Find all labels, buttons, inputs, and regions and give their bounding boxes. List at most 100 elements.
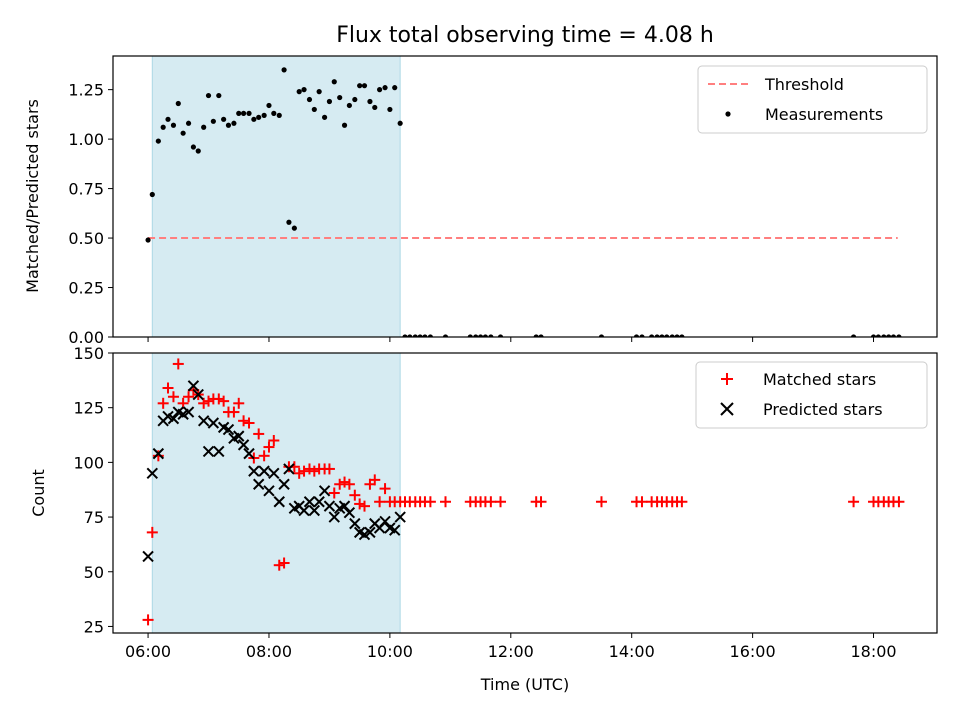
measurement-point [488,334,494,337]
measurement-point [180,130,186,136]
matched-star-point [349,489,361,501]
measurement-point [291,225,297,231]
star-count-series [142,358,905,626]
matched-star-point [142,614,154,626]
matched-star-point [293,467,305,479]
measurement-point [402,334,408,337]
measurement-point [654,334,660,337]
threshold-legend-label: Threshold [764,75,844,94]
matched-star-point [339,476,351,488]
predicted-star-point [389,524,401,536]
measurement-point [165,116,171,122]
predicted-star-point [197,415,210,427]
predicted-star-point [308,504,321,517]
y-tick-label: 0.75 [68,180,104,199]
bottom-panel: 25 50 75 100 125 150 06:00 08:00 10:00 12:00 14:0… [29,344,938,694]
measurement-point [352,96,358,103]
measurement-point [155,138,161,144]
predicted-star-point [258,465,270,477]
predicted-star-point [152,447,165,460]
measurement-point [397,120,403,126]
predicted-star-point [202,445,215,458]
predicted-star-point [213,445,225,458]
measurement-point [669,334,675,337]
top-y-axis: 0.00 0.25 0.50 0.75 1.00 1.25 [68,81,113,347]
predicted-star-point [243,447,255,460]
matched-star-point [354,498,366,510]
measurement-point [850,334,857,337]
measurement-point [387,106,393,113]
measurements-legend-label: Measurements [765,105,883,124]
measurement-point [473,334,479,337]
measurement-point [306,96,313,103]
measurement-point [296,89,302,95]
measurement-point [175,100,181,107]
matched-star-point [369,474,381,486]
measurement-point [679,334,685,337]
matched-stars-legend-swatch [721,373,733,385]
matched-star-point [263,441,275,453]
measurement-point [633,334,640,337]
matched-star-point [253,428,265,440]
predicted-star-point [328,511,340,523]
predicted-star-point [349,517,361,530]
top-legend-box [697,65,928,134]
predicted-star-point [364,526,376,539]
matched-star-point [198,397,210,409]
y-tick-label: 0.25 [68,279,104,298]
predicted-star-point [187,380,200,392]
measurement-point [331,79,337,85]
measurement-point [881,334,887,337]
y-tick-label: 1.25 [68,81,104,100]
measurement-point [896,334,902,337]
matched-star-point [213,393,225,405]
measurement-point [346,102,352,109]
measurement-point [659,334,665,337]
measurement-point [210,118,216,124]
matched-star-point [238,415,250,427]
x-tick-label: 08:00 [246,642,292,661]
measurement-point [149,191,155,198]
measurement-point [412,334,418,337]
y-tick-label: 50 [84,563,104,582]
measurement-point [221,116,227,122]
predicted-star-point [273,496,285,508]
measurement-point [664,334,670,337]
matched-star-point [146,526,158,538]
matched-star-point [157,397,169,409]
x-tick-label: 18:00 [850,642,896,661]
matched-star-point [595,496,607,508]
measurement-point [392,85,398,91]
measurement-point [281,67,287,73]
bottom-y-axis-label: Count [29,469,48,517]
measurement-point [372,104,378,111]
y-tick-label: 100 [73,453,104,472]
top-legend: Threshold Measurements [697,65,928,134]
matched-star-point [328,487,340,499]
matched-star-point [303,463,315,475]
measurement-point [674,334,680,337]
bottom-panel-frame [112,352,938,634]
measurement-point [649,334,655,337]
x-tick-label: 10:00 [367,642,413,661]
measurement-point [497,334,504,337]
matched-star-point [636,496,648,508]
predicted-star-point [222,423,235,436]
predicted-star-point [303,496,316,508]
matched-star-point [893,496,905,508]
predicted-star-point [379,515,391,528]
x-tick-label: 06:00 [125,642,171,661]
predicted-star-point [192,388,204,401]
measurement-point [442,334,449,337]
measurement-point [301,87,307,93]
matched-star-point [258,450,270,462]
matched-star-point [298,465,310,477]
matched-star-point [172,358,184,370]
y-tick-label: 125 [73,399,104,418]
measurement-point [427,334,433,337]
top-x-axis-ticks [147,337,875,342]
measurement-point [256,114,262,120]
matched-star-point [358,500,370,512]
top-panel-shaded-region [151,55,401,338]
